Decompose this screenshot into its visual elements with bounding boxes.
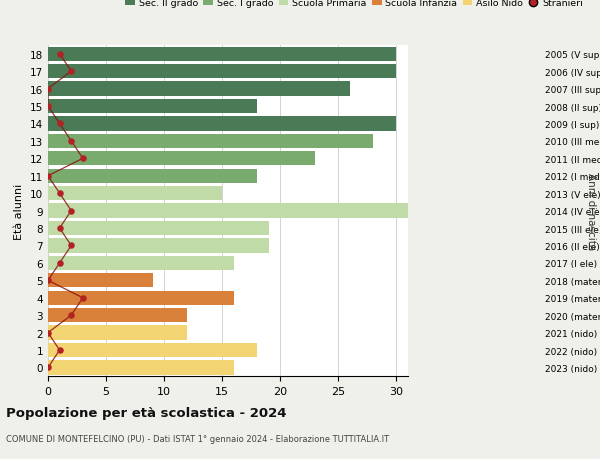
Y-axis label: Età alunni: Età alunni xyxy=(14,183,25,239)
Point xyxy=(43,277,53,285)
Point xyxy=(67,242,76,250)
Text: COMUNE DI MONTEFELCINO (PU) - Dati ISTAT 1° gennaio 2024 - Elaborazione TUTTITAL: COMUNE DI MONTEFELCINO (PU) - Dati ISTAT… xyxy=(6,434,389,443)
Point xyxy=(43,86,53,93)
Point xyxy=(67,312,76,319)
Bar xyxy=(48,343,257,358)
Bar xyxy=(48,187,222,201)
Point xyxy=(78,155,88,162)
Point xyxy=(43,364,53,371)
Point xyxy=(43,173,53,180)
Bar xyxy=(48,100,257,114)
Bar xyxy=(48,134,373,149)
Bar xyxy=(48,274,152,288)
Point xyxy=(67,68,76,76)
Bar xyxy=(48,326,187,340)
Bar xyxy=(48,47,397,62)
Legend: Sec. II grado, Sec. I grado, Scuola Primaria, Scuola Infanzia, Asilo Nido, Stran: Sec. II grado, Sec. I grado, Scuola Prim… xyxy=(125,0,583,8)
Bar xyxy=(48,152,315,166)
Bar xyxy=(48,239,269,253)
Point xyxy=(55,51,64,58)
Text: Anni di nascita: Anni di nascita xyxy=(586,173,596,250)
Bar xyxy=(48,361,234,375)
Point xyxy=(55,260,64,267)
Bar xyxy=(48,308,187,323)
Bar xyxy=(48,65,397,79)
Bar xyxy=(48,256,234,270)
Bar xyxy=(48,117,397,131)
Point xyxy=(55,347,64,354)
Bar xyxy=(48,291,234,305)
Bar xyxy=(48,82,350,96)
Text: Popolazione per età scolastica - 2024: Popolazione per età scolastica - 2024 xyxy=(6,406,287,419)
Bar xyxy=(48,221,269,235)
Point xyxy=(55,190,64,197)
Point xyxy=(78,294,88,302)
Bar xyxy=(48,169,257,184)
Point xyxy=(43,103,53,111)
Bar xyxy=(48,204,408,218)
Point xyxy=(55,225,64,232)
Point xyxy=(67,138,76,145)
Point xyxy=(67,207,76,215)
Point xyxy=(55,121,64,128)
Point xyxy=(43,329,53,336)
